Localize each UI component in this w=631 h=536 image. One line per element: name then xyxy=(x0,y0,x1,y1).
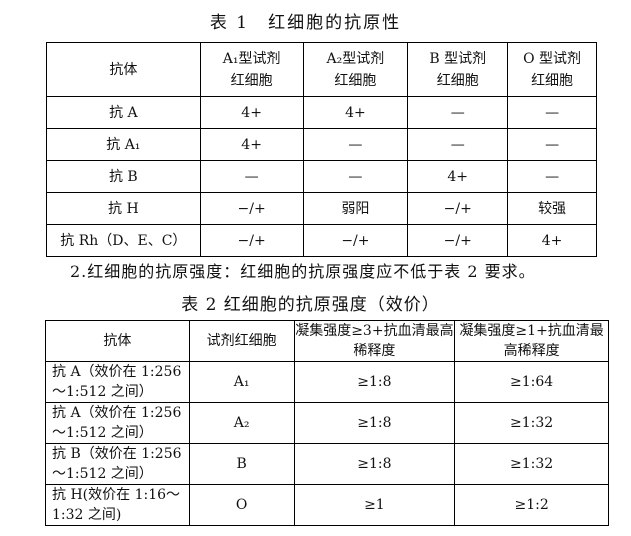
header-line: A₁型试剂 xyxy=(222,50,281,67)
table-cell: 4+ xyxy=(302,96,409,129)
header-cell: 抗体 xyxy=(46,42,201,97)
table-cell: −/+ xyxy=(407,224,509,257)
header-cell: 凝集强度≥3+抗血清最高稀释度 xyxy=(293,320,456,362)
paragraph: 2.红细胞的抗原强度：红细胞的抗原强度应不低于表 2 要求。 xyxy=(70,262,536,281)
header-line: 红细胞 xyxy=(230,72,273,89)
header-cell: B 型试剂红细胞 xyxy=(407,42,509,97)
table-cell: 4+ xyxy=(507,224,597,257)
table-cell: 抗 Rh（D、E、C） xyxy=(46,224,201,257)
table-cell: ≥1:2 xyxy=(454,484,609,526)
table-cell: 弱阳 xyxy=(302,192,409,225)
table-cell: 抗 B（效价在 1:256～1:512 之间） xyxy=(45,443,190,485)
table-cell: 抗 A（效价在 1:256～1:512 之间） xyxy=(45,402,190,444)
table-cell: — xyxy=(407,96,509,129)
header-line: O 型试剂 xyxy=(523,50,582,67)
table-cell: 4+ xyxy=(199,128,304,161)
table-row: 抗 A₁ 4+ — — — xyxy=(46,128,597,161)
table-cell: A₁ xyxy=(188,361,295,403)
table-cell: ≥1:8 xyxy=(293,443,456,485)
table-cell: 抗 A xyxy=(46,96,201,129)
table-cell: — xyxy=(199,160,304,193)
table-cell: −/+ xyxy=(199,224,304,257)
table-row: 抗 B（效价在 1:256～1:512 之间） B ≥1:8 ≥1:32 xyxy=(45,443,609,485)
table-row: 抗 H −/+ 弱阳 −/+ 较强 xyxy=(46,192,597,225)
header-line: 红细胞 xyxy=(531,72,574,89)
table-cell: 抗 B xyxy=(46,160,201,193)
table-cell: ≥1:32 xyxy=(454,443,609,485)
header-cell: A₁型试剂红细胞 xyxy=(199,42,304,97)
table-cell: — xyxy=(507,160,597,193)
table-cell: — xyxy=(507,96,597,129)
table-cell: — xyxy=(302,128,409,161)
table-cell: −/+ xyxy=(199,192,304,225)
table-cell: 抗 A₁ xyxy=(46,128,201,161)
header-line: A₂型试剂 xyxy=(326,50,385,67)
table-cell: ≥1:64 xyxy=(454,361,609,403)
table-cell: 较强 xyxy=(507,192,597,225)
table-cell: 抗 H xyxy=(46,192,201,225)
table-row: 抗 H(效价在 1:16～1:32 之间) O ≥1 ≥1:2 xyxy=(45,484,609,526)
table-row: 抗 Rh（D、E、C） −/+ −/+ −/+ 4+ xyxy=(46,224,597,257)
table2-antigen-strength: 抗体 试剂红细胞 凝集强度≥3+抗血清最高稀释度 凝集强度≥1+抗血清最高稀释度 抗 … xyxy=(45,320,609,526)
header-line: B 型试剂 xyxy=(429,50,487,67)
header-cell: 试剂红细胞 xyxy=(188,320,295,362)
table1-antigenicity: 抗体 A₁型试剂 红细胞 A₂型试剂 红细胞 B 型试剂 红细胞 O 型试剂 红细胞 抗 A 4+… xyxy=(46,42,597,257)
table-cell: — xyxy=(507,128,597,161)
header-cell: 凝集强度≥1+抗血清最高稀释度 xyxy=(454,320,609,362)
header-line: 红细胞 xyxy=(334,72,377,89)
table-cell: ≥1:8 xyxy=(293,361,456,403)
header-line: 抗体 xyxy=(109,61,138,78)
header-cell: A₂型试剂红细胞 xyxy=(302,42,409,97)
table-cell: 4+ xyxy=(407,160,509,193)
table-cell: B xyxy=(188,443,295,485)
table-cell: 4+ xyxy=(199,96,304,129)
table-row: 抗 A（效价在 1:256～1:512 之间） A₂ ≥1:8 ≥1:32 xyxy=(45,402,609,444)
table-row: 抗 B — —4+ — xyxy=(46,160,597,193)
table-cell: ≥1:8 xyxy=(293,402,456,444)
header-cell: O 型试剂红细胞 xyxy=(507,42,597,97)
header-line: 红细胞 xyxy=(436,72,479,89)
table1-title: 表 1 红细胞的抗原性 xyxy=(209,13,402,33)
table-cell: −/+ xyxy=(302,224,409,257)
header-cell: 抗体 xyxy=(45,320,190,362)
table-cell: 抗 H(效价在 1:16～1:32 之间) xyxy=(45,484,190,526)
table-cell: A₂ xyxy=(188,402,295,444)
table-cell: ≥1 xyxy=(293,484,456,526)
table-cell: 抗 A（效价在 1:256～1:512 之间） xyxy=(45,361,190,403)
table-cell: — xyxy=(302,160,409,193)
table-cell: — xyxy=(407,128,509,161)
table-cell: ≥1:32 xyxy=(454,402,609,444)
table-row: 抗 A（效价在 1:256～1:512 之间） A₁ ≥1:8 ≥1:64 xyxy=(45,361,609,403)
table-cell: O xyxy=(188,484,295,526)
table-row: 抗 A 4+ 4+ — — xyxy=(46,96,597,129)
table2-title: 表 2 红细胞的抗原强度（效价） xyxy=(181,295,440,315)
table-cell: −/+ xyxy=(407,192,509,225)
